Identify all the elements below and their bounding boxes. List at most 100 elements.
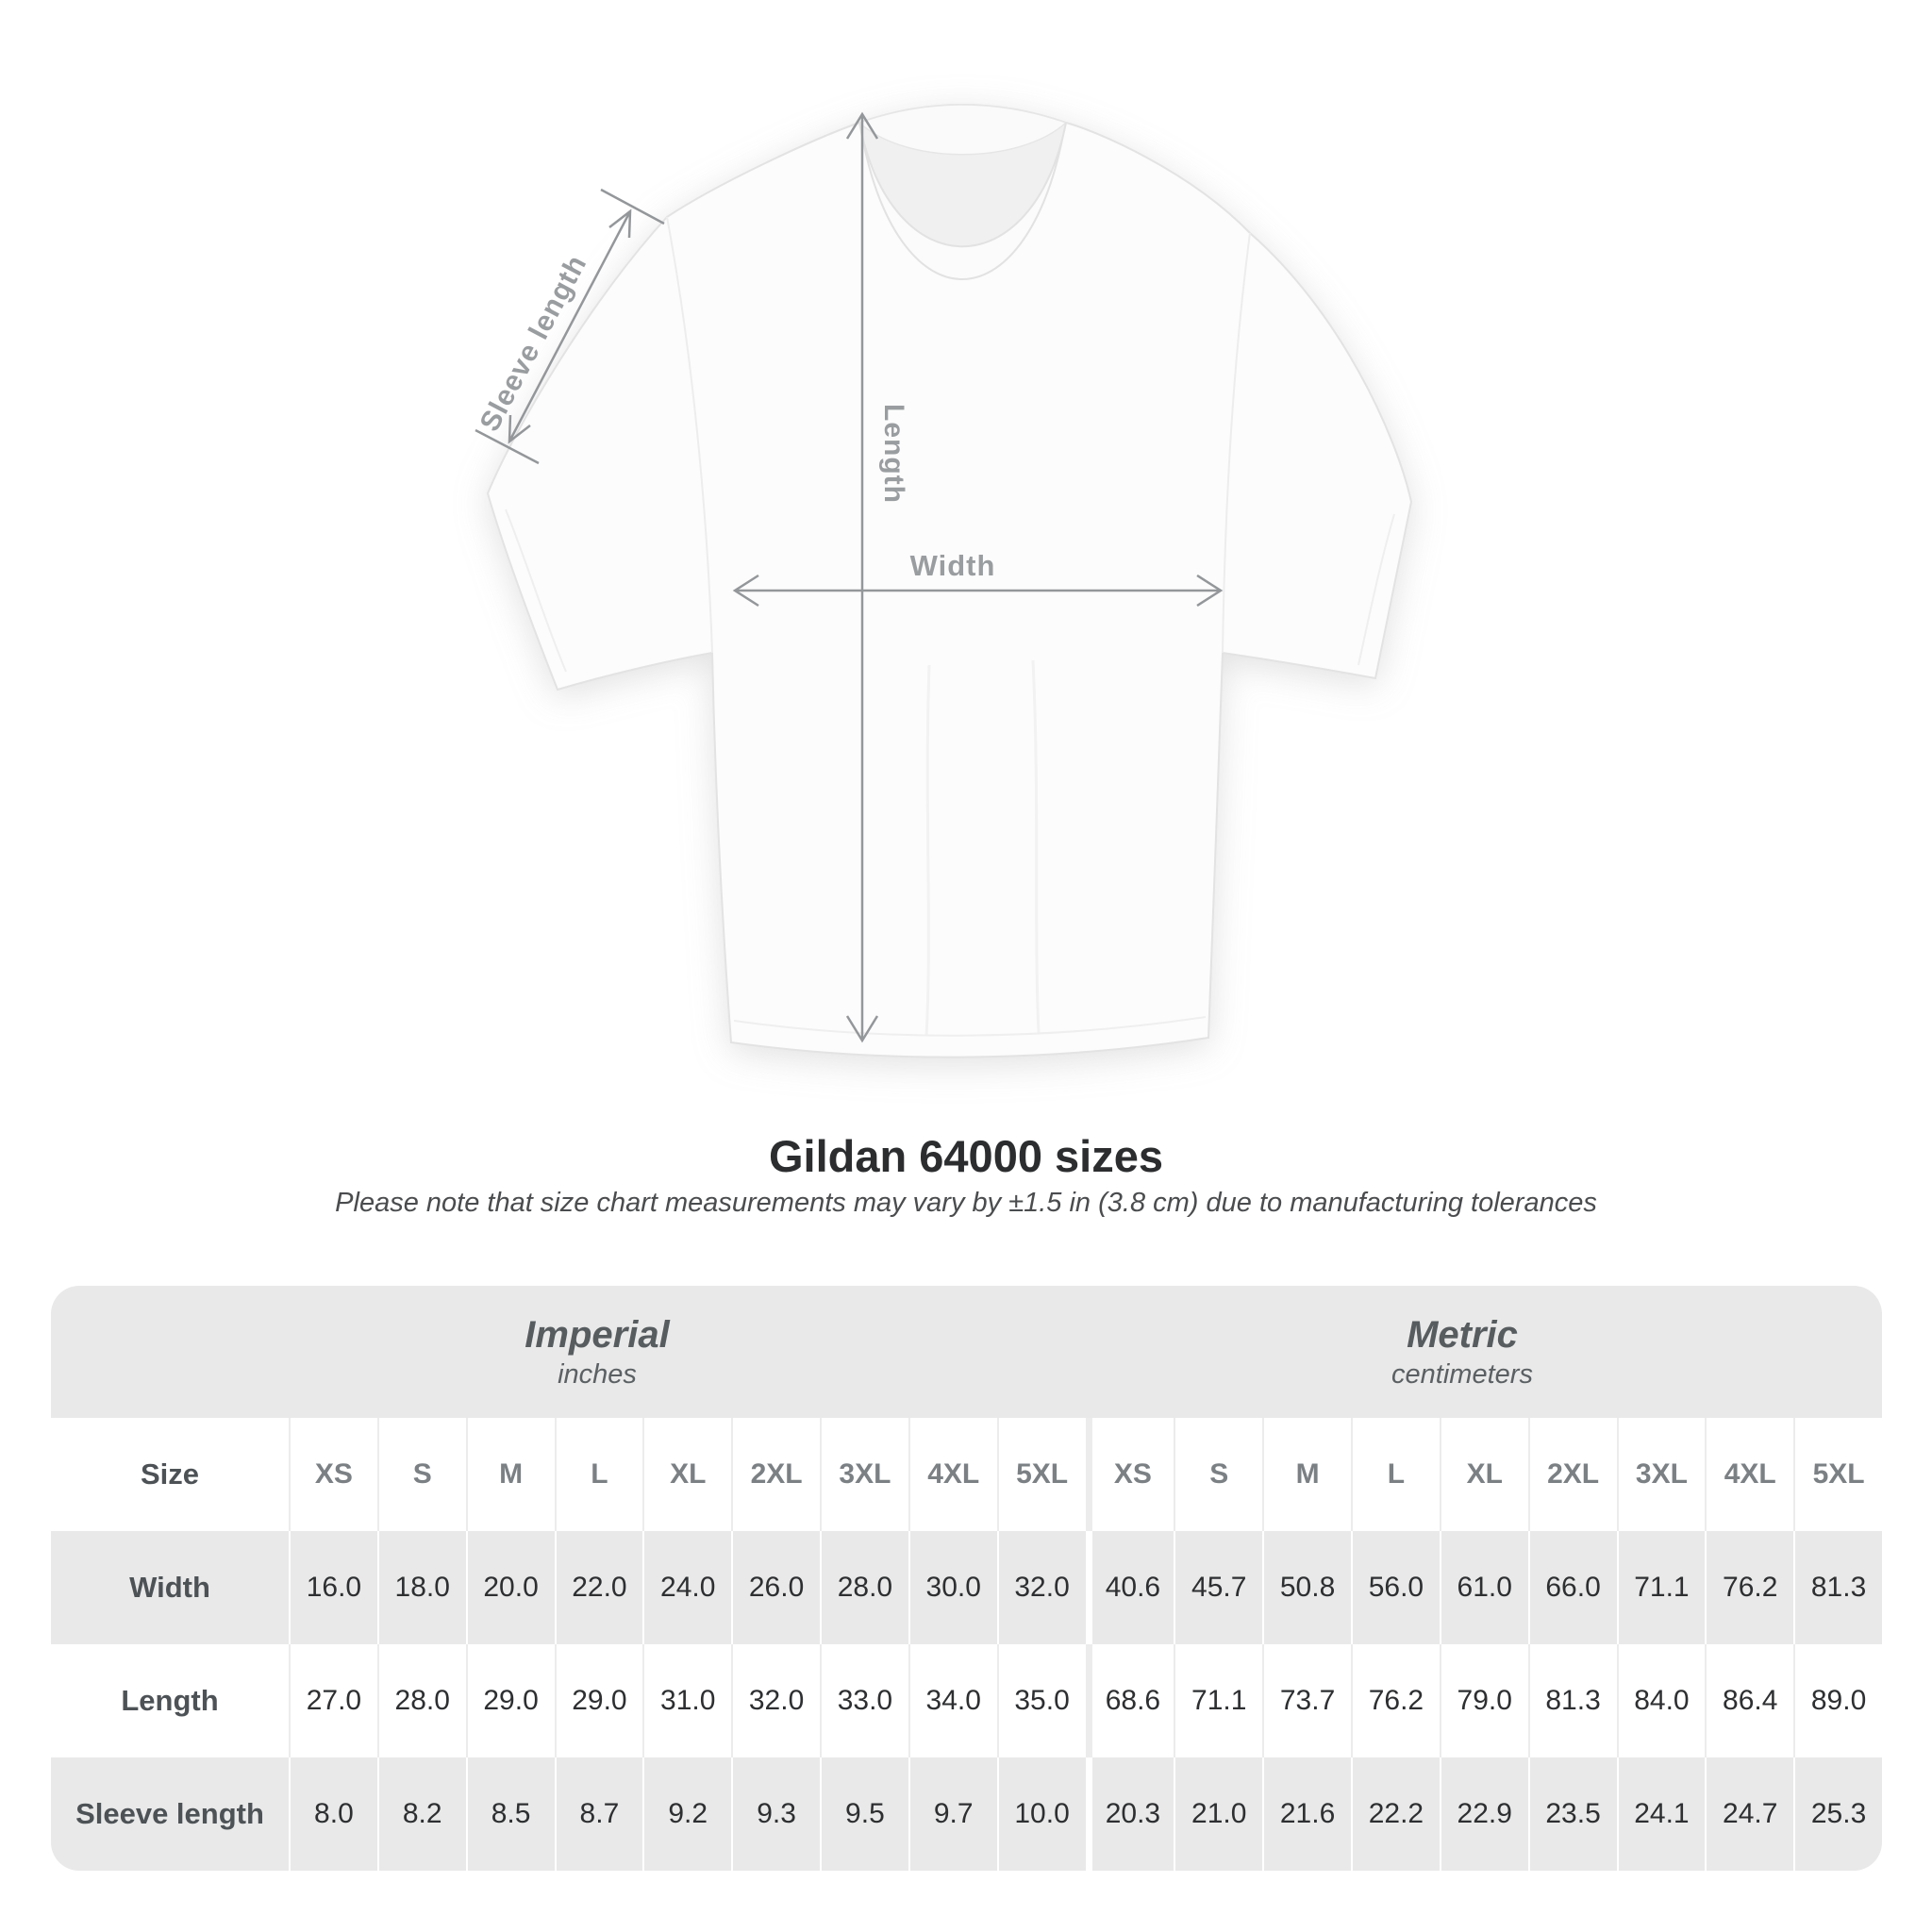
metric-value: 61.0 (1439, 1531, 1528, 1644)
metric-value: 68.6 (1085, 1644, 1174, 1757)
imperial-value: 29.0 (465, 1644, 555, 1757)
size-header-metric: 5XL (1793, 1418, 1882, 1531)
page-title: Gildan 64000 sizes (768, 1131, 1164, 1181)
size-header-metric: XL (1439, 1418, 1528, 1531)
size-header-imperial: 5XL (996, 1418, 1086, 1531)
metric-value: 40.6 (1085, 1531, 1174, 1644)
imperial-value: 34.0 (908, 1644, 997, 1757)
imperial-value: 31.0 (642, 1644, 731, 1757)
size-header-metric: L (1351, 1418, 1440, 1531)
metric-value: 23.5 (1527, 1757, 1617, 1871)
metric-group-unit: centimeters (1391, 1358, 1533, 1390)
row-label: Sleeve length (75, 1797, 264, 1830)
imperial-value: 32.0 (996, 1531, 1086, 1644)
metric-value: 22.9 (1439, 1757, 1528, 1871)
size-header-row: Size XS S M L XL 2XL 3XL 4XL 5XL XS S M L XL 2XL 3XL 4XL 5… (51, 1418, 1882, 1531)
imperial-value: 22.0 (554, 1531, 643, 1644)
size-header-metric: XS (1085, 1418, 1174, 1531)
length-dimension-line (845, 111, 879, 1043)
metric-value: 73.7 (1262, 1644, 1351, 1757)
imperial-value: 28.0 (376, 1644, 466, 1757)
metric-value: 81.3 (1527, 1644, 1617, 1757)
imperial-value: 27.0 (289, 1644, 377, 1757)
metric-value: 71.1 (1616, 1531, 1706, 1644)
metric-value: 79.0 (1439, 1644, 1528, 1757)
metric-value: 50.8 (1262, 1531, 1351, 1644)
imperial-value: 9.7 (908, 1757, 997, 1871)
imperial-value: 9.3 (731, 1757, 820, 1871)
row-label: Length (121, 1684, 219, 1717)
imperial-value: 35.0 (996, 1644, 1086, 1757)
size-table: Imperial inches Metric centimeters Size X… (51, 1286, 1882, 1871)
tshirt-graphic (475, 104, 1413, 1058)
metric-value: 86.4 (1705, 1644, 1793, 1757)
imperial-group-unit: inches (558, 1358, 637, 1390)
imperial-value: 20.0 (465, 1531, 555, 1644)
imperial-value: 10.0 (996, 1757, 1086, 1871)
metric-value: 76.2 (1351, 1644, 1440, 1757)
metric-value: 21.0 (1174, 1757, 1262, 1871)
imperial-value: 30.0 (908, 1531, 997, 1644)
imperial-value: 16.0 (289, 1531, 377, 1644)
imperial-value: 26.0 (731, 1531, 820, 1644)
measurement-row: Sleeve length 8.0 8.2 8.5 8.7 9.2 9.3 9.5 9.7 10.… (51, 1757, 1882, 1871)
metric-value: 21.6 (1262, 1757, 1351, 1871)
size-header-metric: S (1174, 1418, 1262, 1531)
row-label: Width (129, 1571, 210, 1604)
length-label: Length (878, 404, 909, 504)
imperial-group-title: Imperial (525, 1313, 670, 1356)
imperial-value: 9.2 (642, 1757, 731, 1871)
tolerance-note: Please note that size chart measurements… (335, 1188, 1597, 1218)
size-header-metric: 2XL (1527, 1418, 1617, 1531)
size-column-header: Size (140, 1457, 200, 1491)
size-header-imperial: XL (642, 1418, 731, 1531)
metric-value: 84.0 (1616, 1644, 1706, 1757)
size-header-metric: 4XL (1705, 1418, 1793, 1531)
size-table-rows: Size XS S M L XL 2XL 3XL 4XL 5XL XS S M L XL 2XL 3XL 4XL 5… (51, 1418, 1882, 1871)
metric-value: 20.3 (1085, 1757, 1174, 1871)
size-header-imperial: S (376, 1418, 466, 1531)
width-label: Width (909, 549, 996, 582)
metric-group-title: Metric (1407, 1313, 1518, 1356)
size-header-imperial: XS (289, 1418, 377, 1531)
metric-value: 45.7 (1174, 1531, 1262, 1644)
imperial-value: 8.7 (554, 1757, 643, 1871)
measurement-row: Width 16.0 18.0 20.0 22.0 24.0 26.0 28.0 30.0 32.… (51, 1531, 1882, 1644)
imperial-value: 18.0 (376, 1531, 466, 1644)
size-header-imperial: 4XL (908, 1418, 997, 1531)
unit-group-band: Imperial inches Metric centimeters (51, 1286, 1882, 1418)
metric-value: 24.7 (1705, 1757, 1793, 1871)
imperial-value: 29.0 (554, 1644, 643, 1757)
size-header-imperial: M (465, 1418, 555, 1531)
metric-value: 76.2 (1705, 1531, 1793, 1644)
size-header-imperial: L (554, 1418, 643, 1531)
metric-value: 56.0 (1351, 1531, 1440, 1644)
fabric-seams (505, 216, 1395, 1037)
imperial-value: 28.0 (820, 1531, 908, 1644)
size-header-metric: 3XL (1616, 1418, 1706, 1531)
sleeve-dimension-line (475, 188, 665, 465)
tshirt-body (486, 104, 1413, 1058)
imperial-value: 8.5 (465, 1757, 555, 1871)
width-dimension-line (732, 574, 1224, 608)
imperial-value: 33.0 (820, 1644, 908, 1757)
size-header-metric: M (1262, 1418, 1351, 1531)
metric-group-header: Metric centimeters (1391, 1286, 1533, 1418)
imperial-value: 24.0 (642, 1531, 731, 1644)
imperial-group-header: Imperial inches (525, 1286, 669, 1418)
metric-value: 71.1 (1174, 1644, 1262, 1757)
metric-value: 22.2 (1351, 1757, 1440, 1871)
dimension-lines (475, 111, 1224, 1043)
tshirt-outline (486, 104, 1413, 1058)
imperial-value: 9.5 (820, 1757, 908, 1871)
imperial-value: 8.2 (376, 1757, 466, 1871)
metric-value: 81.3 (1793, 1531, 1882, 1644)
size-header-imperial: 3XL (820, 1418, 908, 1531)
collar-opening (859, 123, 1066, 247)
measurement-row: Length 27.0 28.0 29.0 29.0 31.0 32.0 33.0 34.0 35… (51, 1644, 1882, 1757)
size-header-imperial: 2XL (731, 1418, 820, 1531)
metric-value: 89.0 (1793, 1644, 1882, 1757)
metric-value: 25.3 (1793, 1757, 1882, 1871)
front-neckband (858, 122, 1067, 280)
imperial-value: 8.0 (289, 1757, 377, 1871)
